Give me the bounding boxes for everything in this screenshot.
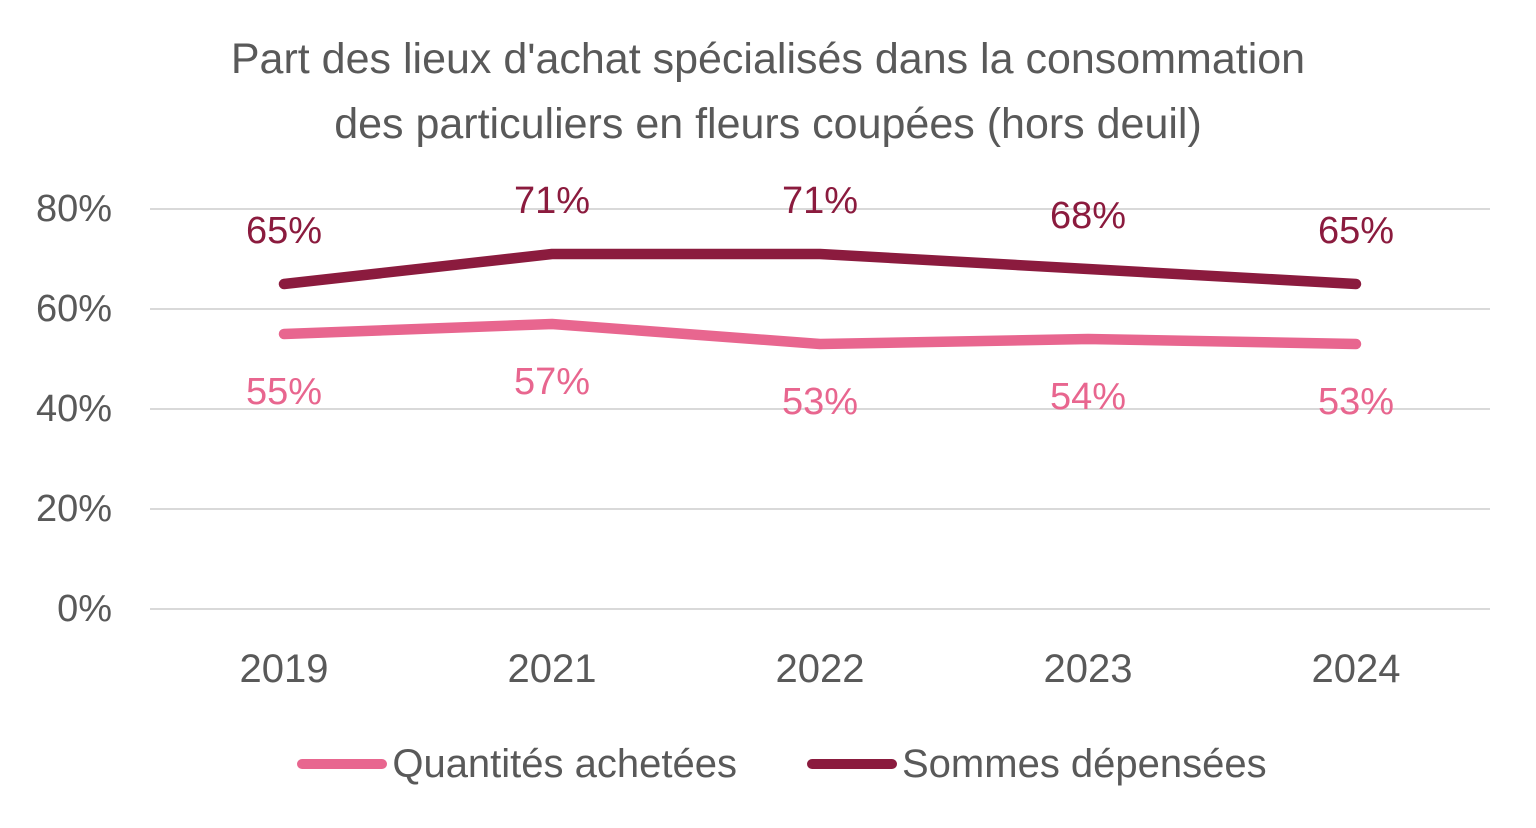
legend-swatch-icon (807, 759, 897, 769)
series-line-0 (278, 318, 1362, 350)
data-label: 53% (781, 381, 859, 423)
data-label: 71% (781, 180, 859, 222)
legend-label: Quantités achetées (392, 742, 737, 786)
x-axis-label: 2019 (239, 647, 329, 691)
y-axis-label: 40% (35, 388, 112, 430)
legend-swatch-icon (297, 759, 388, 769)
x-axis-label: 2022 (775, 647, 865, 691)
x-axis-label: 2023 (1043, 647, 1133, 691)
y-axis-label: 20% (35, 488, 112, 530)
data-label: 55% (245, 371, 323, 413)
data-label: 71% (513, 180, 591, 222)
chart-title: Part des lieux d'achat spécialisés dans … (0, 27, 1536, 157)
x-axis-label: 2024 (1311, 647, 1401, 691)
y-axis-label: 0% (57, 588, 112, 630)
y-axis-label: 60% (35, 288, 112, 330)
chart-title-line1: Part des lieux d'achat spécialisés dans … (230, 35, 1306, 83)
legend: Quantités achetées Sommes dépensées (14, 740, 1536, 788)
legend-label: Sommes dépensées (902, 742, 1267, 786)
data-label: 57% (513, 361, 591, 403)
series-line-1 (278, 248, 1362, 290)
legend-item-1: Sommes dépensées (807, 740, 1267, 788)
data-label: 65% (245, 210, 323, 252)
data-label: 53% (1317, 381, 1395, 423)
x-axis-label: 2021 (507, 647, 597, 691)
legend-item-0: Quantités achetées (297, 740, 737, 788)
data-label: 68% (1049, 195, 1127, 237)
data-label: 54% (1049, 376, 1127, 418)
data-label: 65% (1317, 210, 1395, 252)
y-axis-label: 80% (35, 188, 112, 230)
chart-title-line2: des particuliers en fleurs coupées (hors… (334, 100, 1202, 148)
